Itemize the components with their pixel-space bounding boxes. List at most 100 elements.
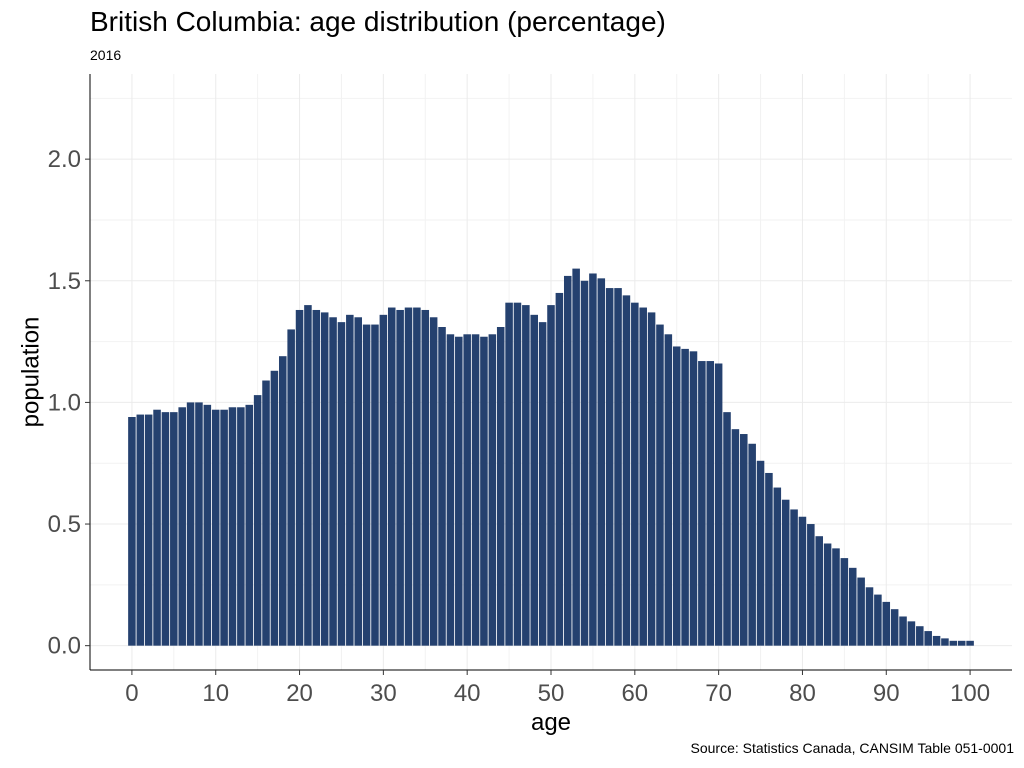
bar-age-6 [178, 407, 186, 646]
bar-age-38 [446, 334, 455, 646]
bar-age-76 [765, 472, 773, 646]
bar-age-68 [698, 361, 706, 646]
bar-age-58 [614, 288, 622, 646]
bar-age-47 [522, 305, 530, 646]
bar-age-37 [438, 327, 446, 646]
bar-age-74 [748, 443, 756, 646]
bar-age-82 [815, 536, 823, 646]
bar-age-60 [631, 302, 639, 646]
bar-age-67 [689, 351, 698, 646]
bar-age-100 [966, 640, 974, 646]
bar-age-69 [706, 361, 715, 646]
bar-age-90 [882, 601, 891, 646]
bar-age-91 [890, 609, 899, 646]
bar-age-18 [279, 356, 287, 646]
x-tick-label: 90 [873, 680, 900, 707]
bar-age-83 [823, 543, 832, 646]
bar-age-57 [605, 288, 614, 646]
bar-age-44 [496, 327, 505, 646]
x-tick-label: 60 [621, 680, 648, 707]
bar-age-4 [161, 412, 170, 646]
bar-age-54 [580, 280, 589, 646]
bar-age-50 [547, 305, 555, 646]
bar-age-71 [723, 412, 731, 646]
bar-age-84 [832, 548, 840, 646]
bar-age-77 [773, 487, 782, 646]
bar-age-3 [153, 409, 161, 646]
x-tick-label: 30 [370, 680, 397, 707]
bar-age-56 [597, 278, 606, 646]
bar-age-19 [287, 329, 295, 646]
bar-age-73 [740, 434, 748, 646]
bar-age-55 [589, 273, 597, 646]
bar-age-43 [488, 334, 497, 646]
bar-age-33 [404, 307, 413, 646]
y-tick-label: 0.5 [48, 511, 81, 538]
bar-age-98 [949, 640, 958, 646]
bar-age-22 [312, 309, 321, 646]
bar-age-94 [916, 626, 924, 646]
bar-age-16 [262, 380, 270, 646]
bar-age-78 [781, 499, 790, 646]
x-tick-label: 0 [125, 680, 138, 707]
bar-age-61 [639, 307, 647, 646]
bar-age-93 [907, 621, 916, 646]
bar-age-26 [346, 314, 354, 646]
x-tick-label: 20 [286, 680, 313, 707]
bar-age-0 [128, 417, 136, 646]
bar-age-32 [396, 309, 404, 646]
bar-age-51 [555, 292, 564, 646]
bar-age-11 [220, 409, 228, 646]
bar-age-23 [320, 312, 329, 646]
bar-age-88 [865, 587, 874, 646]
bar-age-36 [429, 317, 438, 646]
bar-age-12 [228, 407, 237, 646]
bar-age-59 [622, 295, 631, 646]
bar-age-66 [681, 348, 689, 646]
bar-age-53 [572, 268, 580, 646]
bar-age-21 [304, 305, 312, 646]
bar-age-25 [337, 322, 346, 646]
bar-age-45 [505, 302, 513, 646]
chart-caption: Source: Statistics Canada, CANSIM Table … [690, 740, 1014, 756]
bar-age-70 [714, 363, 723, 646]
x-tick-label: 50 [538, 680, 565, 707]
x-tick-label: 70 [705, 680, 732, 707]
bar-age-41 [471, 334, 480, 646]
x-tick-label: 80 [789, 680, 816, 707]
bar-age-20 [295, 309, 304, 646]
bar-age-1 [136, 414, 145, 646]
bar-age-87 [857, 577, 865, 646]
bar-age-35 [421, 309, 430, 646]
y-tick-label: 0.0 [48, 633, 81, 660]
bar-age-95 [924, 631, 932, 646]
bar-age-31 [387, 307, 396, 646]
bar-age-30 [379, 314, 388, 646]
x-axis-title: age [531, 709, 571, 736]
bar-age-17 [270, 370, 279, 646]
bar-age-48 [530, 314, 538, 646]
bar-age-63 [656, 324, 664, 646]
bar-age-64 [664, 334, 673, 646]
bar-age-5 [170, 412, 178, 646]
bar-age-13 [237, 407, 245, 646]
bar-age-9 [203, 404, 212, 646]
bar-age-80 [798, 516, 807, 646]
x-tick-label: 100 [950, 680, 990, 707]
chart-title: British Columbia: age distribution (perc… [90, 6, 666, 37]
y-ticks: 0.0 0.5 1.0 1.5 2.0 [48, 146, 90, 660]
bar-age-27 [354, 317, 362, 646]
bar-age-92 [899, 616, 907, 646]
bar-age-10 [211, 409, 220, 646]
bar-age-24 [329, 317, 337, 646]
bar-age-52 [563, 275, 572, 646]
bar-age-39 [455, 336, 463, 646]
bar-age-96 [932, 635, 941, 646]
bar-age-85 [840, 558, 849, 646]
x-tick-label: 10 [202, 680, 229, 707]
bar-age-72 [731, 429, 740, 646]
bar-age-65 [672, 346, 681, 646]
bar-age-81 [807, 524, 815, 646]
bar-age-49 [538, 322, 547, 646]
